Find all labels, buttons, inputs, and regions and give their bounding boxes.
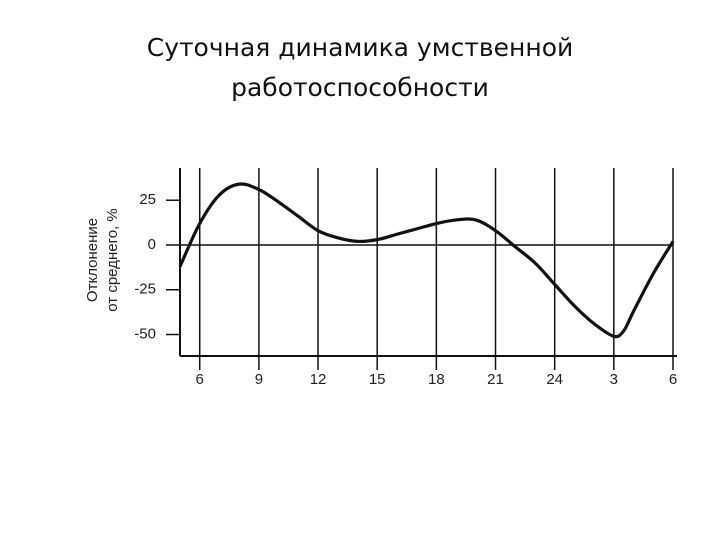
y-tick-label: -50 — [134, 325, 156, 342]
x-tick-label: 18 — [428, 371, 445, 388]
x-tick-label: 24 — [546, 371, 563, 388]
x-tick-label: 9 — [255, 371, 263, 388]
y-axis-label: Отклонение — [84, 218, 101, 302]
x-tick-label: 15 — [369, 371, 386, 388]
x-tick-label: 21 — [487, 371, 504, 388]
y-tick-label: 25 — [139, 191, 156, 208]
x-tick-label: 6 — [196, 371, 204, 388]
y-tick-label: -25 — [134, 281, 156, 298]
x-tick-label: 6 — [669, 371, 677, 388]
chart-title: Суточная динамика умственной работоспосо… — [146, 33, 574, 102]
y-tick-label: 0 — [148, 236, 156, 253]
y-axis-label: от среднего, % — [104, 208, 121, 311]
data-line — [178, 182, 675, 339]
x-tick-label: 12 — [310, 371, 327, 388]
x-tick-label: 3 — [610, 371, 618, 388]
